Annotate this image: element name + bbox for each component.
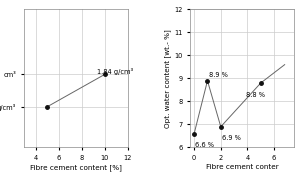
X-axis label: Fibre cement content [%]: Fibre cement content [%] (30, 164, 122, 171)
Y-axis label: Opt. water content [wt.- %]: Opt. water content [wt.- %] (165, 29, 171, 128)
Text: 6.9 %: 6.9 % (222, 136, 241, 141)
Text: 8.8 %: 8.8 % (246, 92, 265, 98)
Text: 6.6 %: 6.6 % (196, 142, 214, 148)
X-axis label: Fibre cement conter: Fibre cement conter (206, 164, 278, 170)
Text: 8.9 %: 8.9 % (209, 72, 228, 78)
Text: 1.84 g/cm³: 1.84 g/cm³ (97, 68, 134, 75)
